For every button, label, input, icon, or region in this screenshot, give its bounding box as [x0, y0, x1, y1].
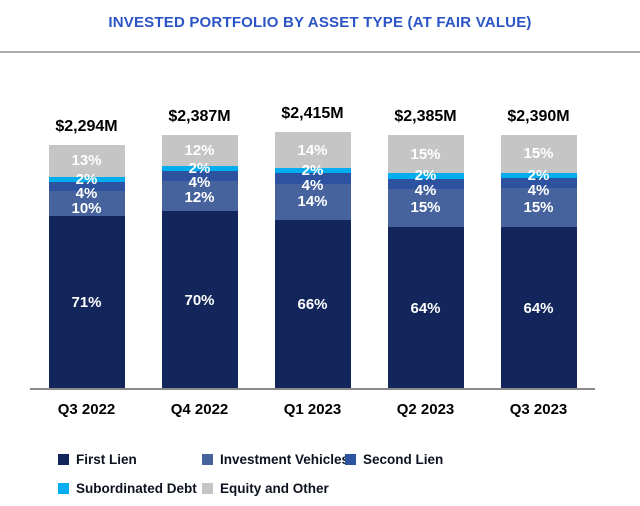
bar-segment-second-lien [387, 178, 464, 189]
bar-percent-label: 2% [188, 159, 211, 177]
bar-percent-label: 15% [523, 198, 554, 216]
x-axis-label: Q3 2022 [57, 401, 116, 418]
legend-swatch-second-lien [345, 454, 356, 465]
bar-percent-label: 12% [184, 188, 215, 206]
bar-segment-first-lien [500, 226, 577, 390]
bar-segment-subordinated-debt [274, 168, 351, 174]
bar-percent-label: 64% [410, 299, 441, 317]
legend-label-first-lien: First Lien [76, 452, 137, 467]
bar-total-label: $2,390M [507, 107, 570, 125]
x-axis-line [30, 388, 595, 390]
bar-percent-label: 15% [410, 199, 441, 217]
bar-segment-subordinated-debt [161, 165, 238, 171]
bar-segment-second-lien [500, 178, 577, 189]
legend-swatch-subordinated-debt [58, 483, 69, 494]
bar-segment-investment-vehicles [274, 183, 351, 220]
bar-segment-second-lien [274, 173, 351, 184]
bar-percent-label: 13% [71, 152, 102, 170]
bar-segment-second-lien [48, 181, 125, 192]
legend-swatch-equity-and-other [202, 483, 213, 494]
legend-label-subordinated-debt: Subordinated Debt [76, 481, 197, 496]
bar-segment-first-lien [387, 226, 464, 390]
legend-swatch-investment-vehicles [202, 454, 213, 465]
bar-segment-subordinated-debt [500, 172, 577, 179]
legend-label-equity-and-other: Equity and Other [220, 481, 329, 496]
bar-segment-investment-vehicles [48, 191, 125, 216]
bar-segment-second-lien [161, 170, 238, 181]
bar-total-label: $2,387M [168, 107, 231, 125]
bar-percent-label: 12% [184, 141, 215, 159]
bar-total-label: $2,385M [394, 108, 457, 126]
bar-segment-subordinated-debt [48, 176, 125, 182]
chart-title: INVESTED PORTFOLIO BY ASSET TYPE (AT FAI… [108, 14, 532, 31]
bar-percent-label: 14% [297, 141, 328, 159]
x-axis-label: Q3 2023 [509, 401, 568, 418]
bar-total-label: $2,415M [281, 105, 344, 122]
x-axis-label: Q2 2023 [396, 401, 455, 418]
legend-item-second-lien: Second Lien [345, 452, 443, 467]
bar-segment-first-lien [161, 211, 238, 390]
bar-percent-label: 66% [297, 296, 328, 314]
legend-item-first-lien: First Lien [58, 452, 137, 467]
legend-item-equity-and-other: Equity and Other [202, 481, 329, 496]
bar-segment-equity-and-other [274, 132, 351, 169]
bar-percent-label: 4% [527, 181, 550, 199]
bar-segment-equity-and-other [387, 135, 464, 174]
legend-item-investment-vehicles: Investment Vehicles [202, 452, 349, 467]
bar-segment-first-lien [48, 215, 125, 390]
x-axis-label: Q4 2022 [170, 401, 229, 418]
bar-percent-label: 70% [184, 292, 215, 310]
title-divider [0, 51, 640, 53]
bar-percent-label: 4% [75, 185, 98, 203]
bar-percent-label: 2% [414, 167, 437, 185]
bar-segment-investment-vehicles [161, 180, 238, 212]
legend-item-subordinated-debt: Subordinated Debt [58, 481, 197, 496]
legend-label-investment-vehicles: Investment Vehicles [220, 452, 350, 467]
bar-segment-equity-and-other [500, 134, 577, 173]
bar-percent-label: 2% [301, 162, 324, 180]
bar-segment-investment-vehicles [500, 188, 577, 227]
bar-percent-label: 64% [523, 299, 554, 317]
legend-swatch-first-lien [58, 454, 69, 465]
bar-total-label: $2,294M [55, 117, 118, 135]
bar-percent-label: 14% [297, 193, 328, 211]
bar-percent-label: 71% [71, 294, 102, 312]
bar-percent-label: 15% [410, 145, 441, 163]
bar-percent-label: 2% [527, 167, 550, 185]
bar-segment-investment-vehicles [387, 188, 464, 227]
bar-percent-label: 2% [75, 170, 98, 188]
bar-percent-label: 4% [301, 176, 324, 194]
bar-percent-label: 15% [523, 145, 554, 163]
bar-percent-label: 10% [71, 199, 102, 217]
x-axis-label: Q1 2023 [283, 401, 342, 418]
bar-segment-subordinated-debt [387, 173, 464, 179]
bar-segment-first-lien [274, 219, 351, 390]
bar-segment-equity-and-other [161, 134, 238, 166]
bar-segment-equity-and-other [48, 144, 125, 177]
bar-percent-label: 4% [414, 181, 437, 199]
legend-label-second-lien: Second Lien [363, 452, 444, 467]
bar-percent-label: 4% [188, 174, 211, 192]
